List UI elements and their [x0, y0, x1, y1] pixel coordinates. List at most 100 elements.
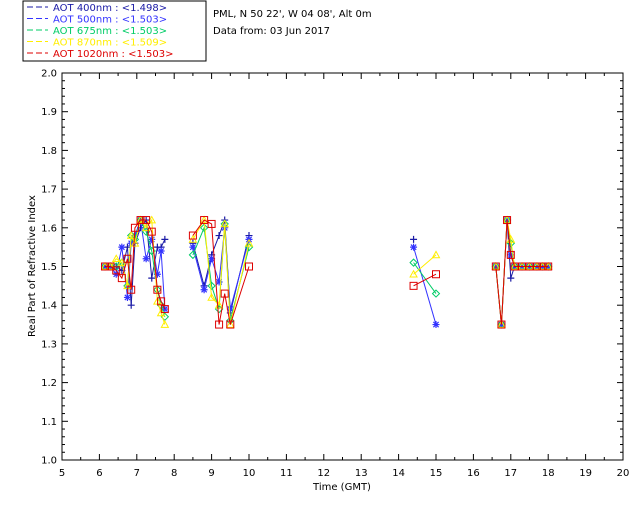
data-point — [532, 262, 541, 271]
data-point — [112, 266, 121, 275]
x-tick-label: 12 — [317, 468, 330, 479]
data-point — [123, 293, 131, 301]
data-point — [409, 269, 418, 278]
data-point — [123, 254, 132, 263]
series-line — [192, 219, 250, 325]
data-point — [410, 243, 418, 251]
y-tick-label: 1.4 — [41, 301, 57, 312]
series-3 — [100, 215, 553, 328]
legend: AOT 400nm : <1.498>AOT 500nm : <1.503>AO… — [27, 3, 173, 60]
series-line — [495, 219, 549, 325]
data-point — [118, 243, 126, 251]
series-4 — [101, 216, 553, 329]
legend-entry: AOT 870nm : <1.509> — [53, 38, 167, 49]
x-tick-label: 19 — [579, 468, 592, 479]
date-label: Data from: 03 Jun 2017 — [213, 26, 330, 37]
x-tick-label: 9 — [208, 468, 214, 479]
data-point — [127, 285, 136, 294]
data-point — [215, 278, 223, 286]
y-tick-label: 1.7 — [41, 185, 57, 196]
series-2 — [100, 215, 553, 329]
y-tick-label: 1.0 — [41, 456, 57, 467]
y-tick-label: 1.8 — [41, 146, 57, 157]
axis-ticks: 5 6 7 8 9 10 11 12 13 14 15 16 17 18 19 20 1.0 1.1 1.2 1.3 1… — [41, 69, 629, 480]
x-tick-label: 7 — [134, 468, 140, 479]
data-point — [148, 274, 156, 282]
y-tick-label: 1.5 — [41, 262, 57, 273]
series-line — [495, 219, 549, 325]
series-line — [495, 220, 549, 325]
data-point — [136, 216, 145, 225]
x-tick-label: 14 — [392, 468, 405, 479]
data-point — [199, 215, 209, 224]
data-point — [491, 262, 500, 271]
x-tick-label: 11 — [280, 468, 293, 479]
data-point — [208, 255, 216, 263]
data-point — [497, 320, 506, 329]
data-point — [225, 320, 235, 328]
data-point — [130, 238, 140, 247]
x-tick-label: 8 — [171, 468, 177, 479]
data-point — [207, 292, 216, 301]
data-point — [207, 219, 216, 228]
data-point — [189, 243, 197, 251]
data-point — [111, 254, 121, 263]
data-point — [153, 270, 161, 278]
y-tick-label: 1.9 — [41, 107, 57, 118]
x-tick-label: 16 — [467, 468, 480, 479]
x-axis-label: Time (GMT) — [312, 482, 371, 493]
data-point — [431, 289, 441, 298]
series-line — [413, 262, 437, 294]
data-point — [130, 223, 139, 232]
series-line — [495, 220, 549, 325]
legend-entry: AOT 675nm : <1.503> — [53, 26, 167, 37]
data-point — [226, 320, 235, 329]
legend-entry: AOT 400nm : <1.498> — [53, 3, 167, 14]
y-tick-label: 1.2 — [41, 378, 57, 389]
series-1 — [101, 216, 552, 329]
data-point — [409, 258, 418, 267]
data-point — [544, 262, 553, 271]
data-point — [506, 250, 515, 259]
x-tick-label: 18 — [542, 468, 555, 479]
data-point — [245, 262, 253, 271]
data-point — [161, 235, 169, 243]
data-point — [200, 286, 208, 294]
data-point — [153, 285, 162, 294]
x-tick-label: 13 — [355, 468, 368, 479]
data-point — [127, 239, 135, 247]
series-0 — [101, 216, 552, 329]
y-tick-label: 2.0 — [41, 69, 57, 80]
y-axis-label: Real Part of Refractive Index — [27, 195, 38, 337]
data-point — [432, 321, 440, 329]
data-point — [142, 216, 151, 225]
data-point — [160, 320, 170, 328]
data-point — [220, 289, 229, 298]
data-point — [141, 223, 151, 232]
series-line — [495, 220, 549, 325]
data-point — [188, 250, 198, 260]
data-point — [101, 262, 110, 271]
x-tick-label: 17 — [504, 468, 517, 479]
x-tick-label: 10 — [243, 468, 256, 479]
legend-entry: AOT 500nm : <1.503> — [53, 15, 167, 26]
data-point — [127, 301, 135, 309]
data-point — [431, 250, 441, 259]
data-point — [160, 305, 169, 314]
x-tick-label: 6 — [96, 468, 102, 479]
x-tick-label: 20 — [617, 468, 630, 479]
legend-entry: AOT 1020nm : <1.503> — [53, 49, 173, 60]
data-point — [244, 238, 254, 247]
data-point — [507, 274, 515, 282]
data-point — [432, 270, 440, 279]
data-point — [497, 320, 506, 328]
series-layer — [100, 215, 553, 329]
data-point — [215, 320, 224, 329]
y-tick-label: 1.1 — [41, 417, 57, 428]
data-point — [226, 305, 234, 313]
data-point — [207, 281, 216, 291]
data-point — [410, 235, 418, 243]
series-line — [105, 219, 166, 310]
data-point — [188, 231, 197, 240]
